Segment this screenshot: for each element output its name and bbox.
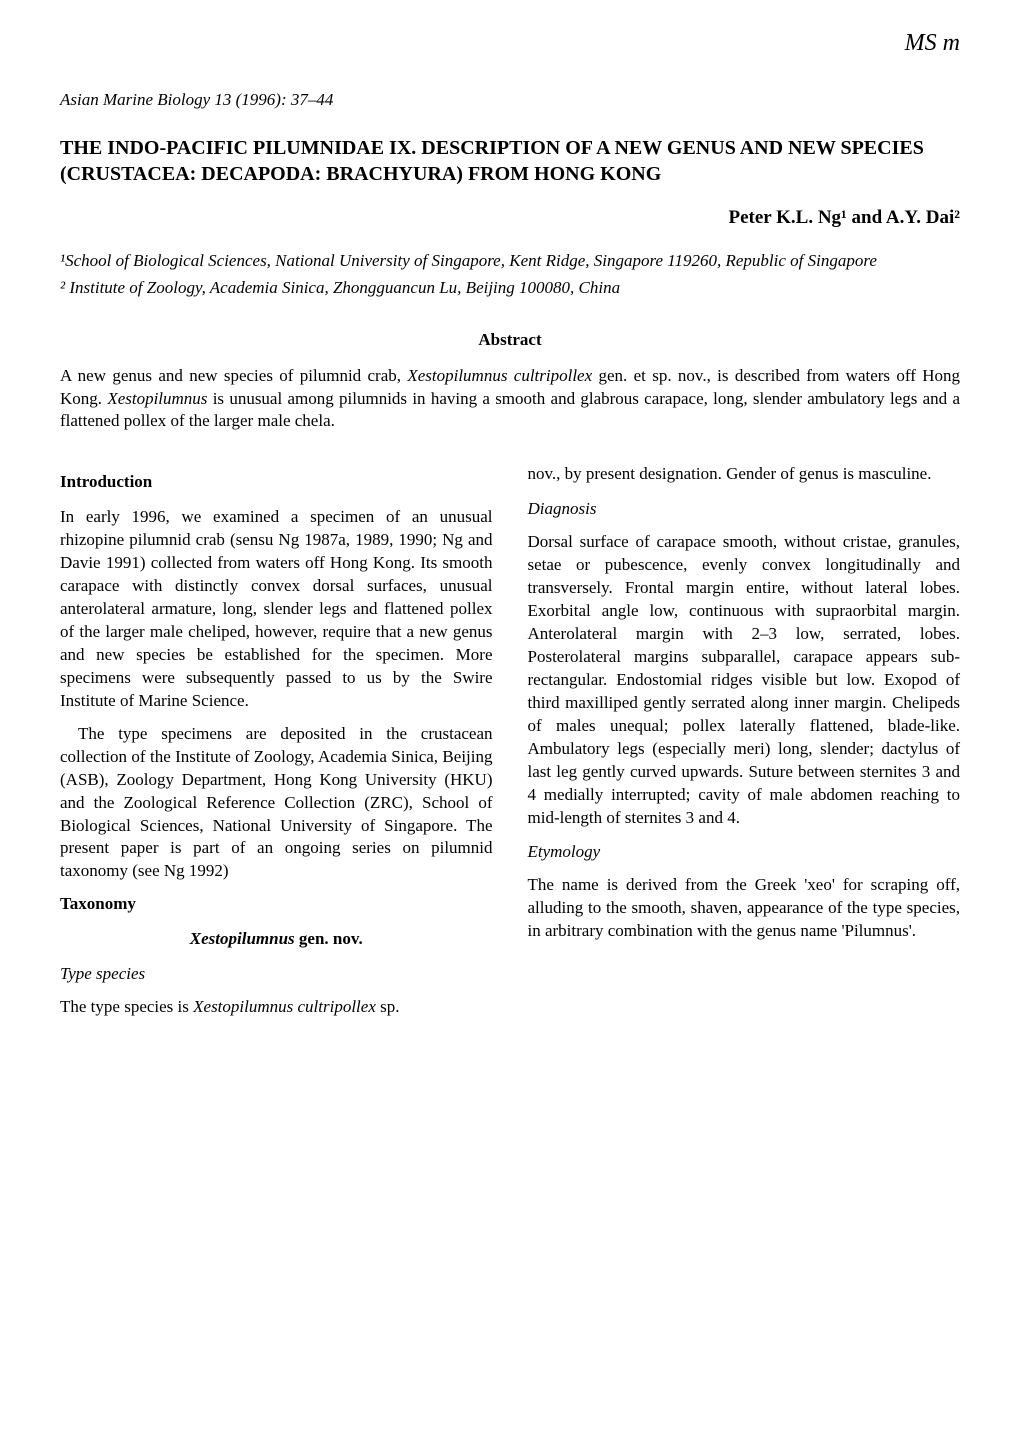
authors-line: Peter K.L. Ng¹ and A.Y. Dai² <box>60 207 960 229</box>
paper-title: THE INDO-PACIFIC PILUMNIDAE IX. DESCRIPT… <box>60 135 960 187</box>
genus-line: Xestopilumnus gen. nov. <box>60 928 493 951</box>
type-species-text: The type species is Xestopilumnus cultri… <box>60 996 493 1019</box>
affiliation-1: ¹School of Biological Sciences, National… <box>60 249 960 273</box>
genus-name: Xestopilumnus <box>190 929 295 948</box>
left-column: Introduction In early 1996, we examined … <box>60 463 493 1029</box>
handwritten-annotation: MS m <box>905 30 960 57</box>
type-species-heading: Type species <box>60 963 493 986</box>
abstract-heading: Abstract <box>60 330 960 350</box>
intro-paragraph-2: The type specimens are deposited in the … <box>60 723 493 884</box>
affiliation-2: ² Institute of Zoology, Academia Sinica,… <box>60 276 960 300</box>
type-species-continuation: nov., by present designation. Gender of … <box>528 463 961 486</box>
genus-nov-label: gen. nov. <box>299 929 363 948</box>
abstract-text: A new genus and new species of pilumnid … <box>60 365 960 434</box>
diagnosis-heading: Diagnosis <box>528 498 961 521</box>
intro-paragraph-1: In early 1996, we examined a specimen of… <box>60 506 493 712</box>
etymology-text: The name is derived from the Greek 'xeo'… <box>528 874 961 943</box>
etymology-heading: Etymology <box>528 841 961 864</box>
journal-citation: Asian Marine Biology 13 (1996): 37–44 <box>60 90 960 110</box>
affiliations-block: ¹School of Biological Sciences, National… <box>60 249 960 300</box>
taxonomy-heading: Taxonomy <box>60 893 493 916</box>
two-column-layout: Introduction In early 1996, we examined … <box>60 463 960 1029</box>
diagnosis-text: Dorsal surface of carapace smooth, witho… <box>528 531 961 829</box>
right-column: nov., by present designation. Gender of … <box>528 463 961 1029</box>
introduction-heading: Introduction <box>60 471 493 494</box>
